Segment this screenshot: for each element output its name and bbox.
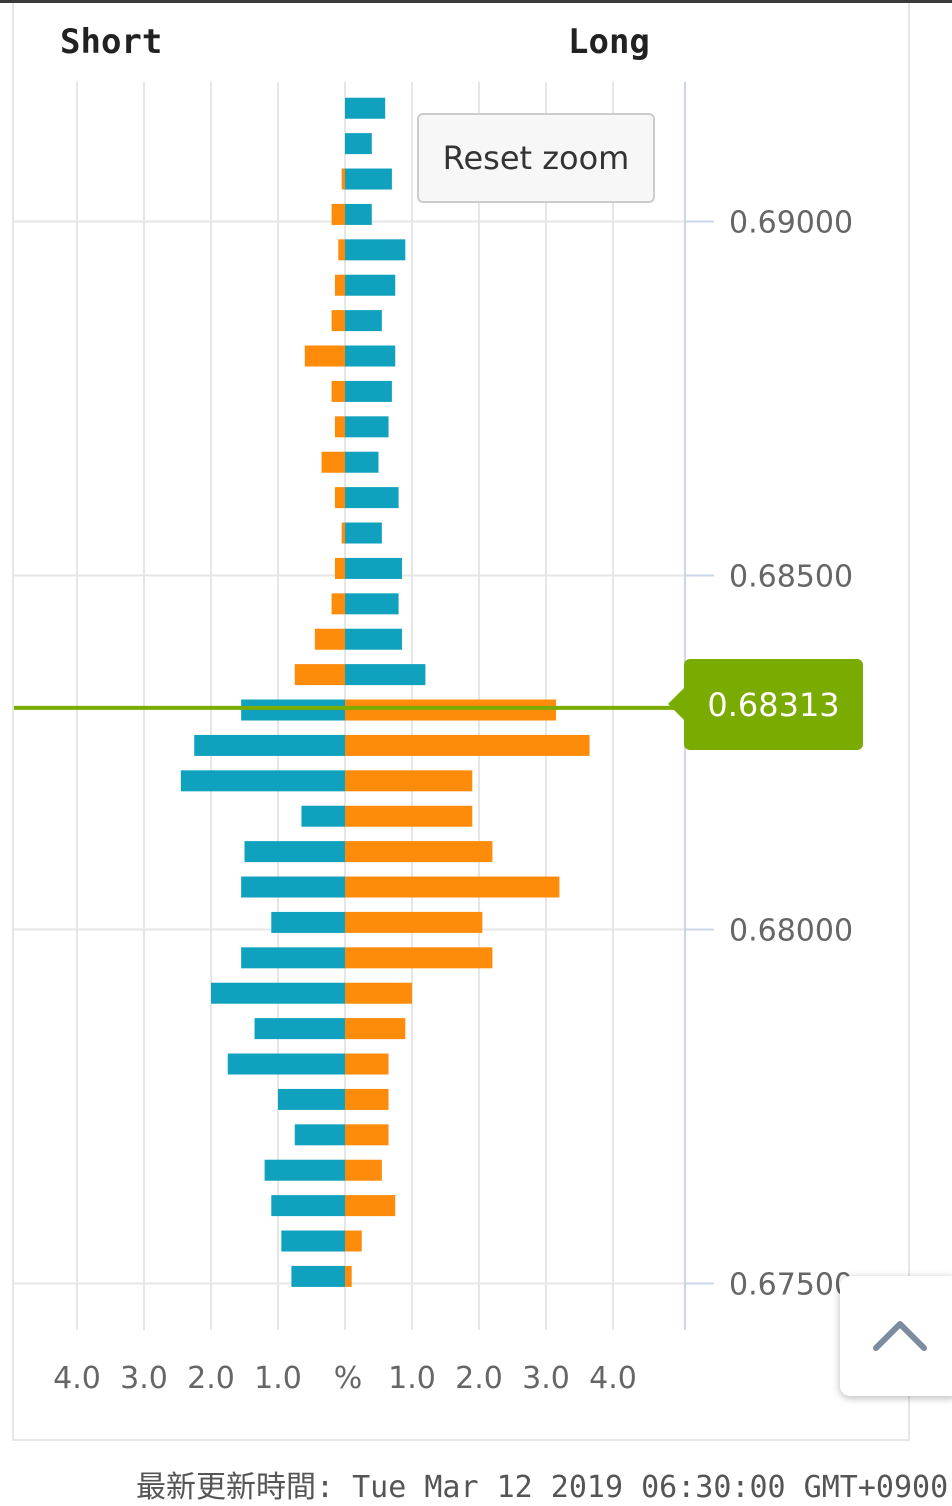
short-bar-29 (294, 1124, 345, 1146)
short-bar-16 (294, 664, 345, 686)
x-tick-label: 3.0 (522, 1361, 570, 1396)
short-bar-21 (244, 841, 345, 863)
x-tick-label: 3.0 (120, 1361, 168, 1396)
short-bar-30 (264, 1159, 345, 1181)
short-bar-28 (278, 1088, 345, 1110)
long-bar-0 (345, 97, 386, 119)
long-bar-17 (345, 699, 557, 721)
last-updated-label: 最新更新時間: (136, 1470, 335, 1505)
short-bar-5 (334, 274, 345, 296)
long-bar-26 (345, 1018, 406, 1040)
long-bar-29 (345, 1124, 389, 1146)
long-bar-25 (345, 982, 412, 1004)
long-bar-33 (345, 1265, 352, 1287)
current-price-value: 0.68313 (707, 685, 840, 724)
short-bar-31 (271, 1195, 345, 1217)
chart-bars (14, 97, 690, 1287)
x-tick-label: 4.0 (589, 1361, 637, 1396)
long-bar-1 (345, 133, 372, 155)
scroll-to-top-button[interactable] (840, 1276, 952, 1396)
short-bar-26 (254, 1018, 345, 1040)
long-bar-32 (345, 1230, 362, 1252)
y-tick-label: 0.67500 (729, 1268, 853, 1303)
long-bar-2 (345, 168, 392, 190)
short-bar-18 (194, 734, 345, 756)
y-axis-ticks: 0.69000 0.68500 0.68000 0.67500 (729, 206, 853, 1303)
long-bar-23 (345, 911, 483, 933)
long-bar-7 (345, 345, 396, 367)
long-bar-14 (345, 593, 399, 615)
top-border (0, 0, 952, 3)
long-bar-11 (345, 487, 399, 509)
long-bar-9 (345, 416, 389, 438)
long-bar-19 (345, 770, 473, 792)
y-tick-label: 0.69000 (729, 206, 853, 241)
long-bar-28 (345, 1088, 389, 1110)
x-tick-label: 1.0 (388, 1361, 436, 1396)
short-bar-22 (241, 876, 345, 898)
short-bar-7 (304, 345, 345, 367)
short-bar-11 (334, 487, 345, 509)
long-bar-6 (345, 310, 382, 332)
long-bar-13 (345, 557, 402, 579)
long-bar-16 (345, 664, 426, 686)
long-bar-18 (345, 734, 590, 756)
long-bar-22 (345, 876, 560, 898)
long-bar-21 (345, 841, 493, 863)
current-price-label: 0.68313 (668, 659, 863, 750)
x-axis-center-label: % (334, 1361, 363, 1396)
x-tick-label: 2.0 (455, 1361, 503, 1396)
short-bar-27 (227, 1053, 345, 1075)
short-bar-25 (211, 982, 345, 1004)
x-tick-label: 4.0 (53, 1361, 101, 1396)
short-bar-19 (180, 770, 345, 792)
short-bar-33 (291, 1265, 345, 1287)
long-bar-15 (345, 628, 402, 650)
long-bar-4 (345, 239, 406, 261)
short-bar-20 (301, 805, 345, 827)
short-bar-14 (331, 593, 345, 615)
short-bar-8 (331, 380, 345, 402)
short-bar-10 (321, 451, 345, 473)
x-tick-label: 2.0 (187, 1361, 235, 1396)
long-bar-5 (345, 274, 396, 296)
short-bar-12 (341, 522, 345, 544)
long-bar-12 (345, 522, 382, 544)
long-bar-31 (345, 1195, 396, 1217)
short-bar-17 (241, 699, 345, 721)
short-bar-3 (331, 203, 345, 225)
long-bar-24 (345, 947, 493, 969)
long-bar-8 (345, 380, 392, 402)
short-bar-4 (338, 239, 345, 261)
y-tick-label: 0.68000 (729, 914, 853, 949)
short-bar-23 (271, 911, 345, 933)
chevron-up-icon (873, 1321, 927, 1351)
short-bar-24 (241, 947, 345, 969)
long-bar-10 (345, 451, 379, 473)
x-axis-ticks: 4.0 3.0 2.0 1.0 1.0 2.0 3.0 4.0% (53, 1361, 637, 1396)
short-bar-15 (314, 628, 345, 650)
short-header: Short (60, 22, 162, 62)
y-tick-label: 0.68500 (729, 560, 853, 595)
short-bar-9 (334, 416, 345, 438)
long-header: Long (568, 22, 650, 62)
last-updated: 最新更新時間: Tue Mar 12 2019 06:30:00 GMT+090… (136, 1462, 948, 1506)
short-bar-32 (281, 1230, 345, 1252)
short-bar-6 (331, 310, 345, 332)
long-bar-30 (345, 1159, 382, 1181)
last-updated-timestamp: Tue Mar 12 2019 06:30:00 GMT+0900 (352, 1470, 949, 1505)
short-bar-2 (341, 168, 345, 190)
reset-zoom-button[interactable]: Reset zoom (417, 113, 655, 203)
long-bar-20 (345, 805, 473, 827)
short-bar-13 (334, 557, 345, 579)
x-tick-label: 1.0 (254, 1361, 302, 1396)
long-bar-27 (345, 1053, 389, 1075)
long-bar-3 (345, 203, 372, 225)
chart-card (12, 3, 910, 1441)
